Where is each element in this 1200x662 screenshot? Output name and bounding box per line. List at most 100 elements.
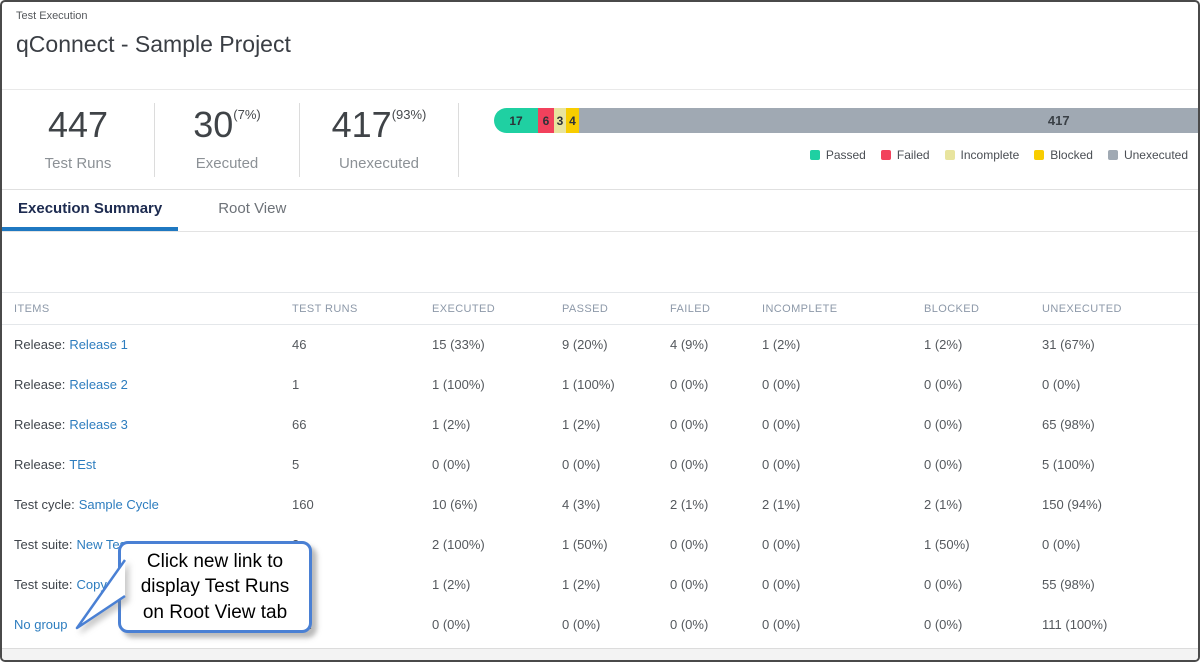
cell-incomplete: 0 (0%)	[762, 537, 801, 552]
item-link-release-3[interactable]: Release 3	[69, 417, 128, 432]
cell-test-runs: 46	[292, 337, 307, 353]
bar-segment-label: 17	[509, 113, 523, 128]
cell-unexecuted: 0 (0%)	[1042, 537, 1081, 552]
cell-passed: 4 (3%)	[562, 497, 601, 512]
table-row: Test cycle: Sample Cycle 160 10 (6%) 4 (3…	[2, 485, 1198, 525]
legend-item-blocked: Blocked	[1034, 148, 1093, 162]
cell-unexecuted: 31 (67%)	[1042, 337, 1095, 353]
cell-failed: 0 (0%)	[670, 617, 709, 632]
stats-band: 447 Test Runs 30(7%) Executed 417(93%) U…	[2, 90, 1198, 190]
cell-incomplete: 0 (0%)	[762, 377, 801, 392]
cell-unexecuted: 55 (98%)	[1042, 577, 1095, 592]
cell-blocked: 0 (0%)	[924, 377, 963, 392]
stat-test-runs-number: 447	[47, 104, 109, 145]
cell-executed: 1 (2%)	[432, 577, 471, 592]
cell-test-runs: 66	[292, 417, 307, 432]
stat-unexecuted-number: 417	[331, 104, 392, 145]
item-type-label: Release:	[14, 377, 66, 392]
cell-unexecuted: 111 (100%)	[1042, 617, 1108, 632]
status-chart: 17 6 3 4 417 Passed Failed Incomplete Bl…	[459, 90, 1198, 189]
cell-incomplete: 2 (1%)	[762, 497, 801, 512]
cell-incomplete: 1 (2%)	[762, 337, 801, 353]
table-header-row: ITEMS TEST RUNS EXECUTED PASSED FAILED I…	[2, 292, 1198, 325]
item-link-copy-suite[interactable]: Copy	[76, 577, 107, 592]
legend-label: Incomplete	[960, 148, 1020, 162]
failed-swatch-icon	[880, 150, 891, 160]
cell-unexecuted: 150 (94%)	[1042, 497, 1102, 512]
legend-label: Unexecuted	[1123, 148, 1188, 162]
bar-segment-incomplete: 3	[554, 108, 566, 133]
cell-passed: 0 (0%)	[562, 617, 601, 632]
cell-blocked: 0 (0%)	[924, 577, 963, 592]
cell-failed: 0 (0%)	[670, 457, 709, 472]
col-header-items: ITEMS	[2, 292, 292, 325]
tab-bar: Execution Summary Root View	[2, 190, 1198, 232]
legend-item-passed: Passed	[809, 148, 866, 162]
stat-test-runs-label: Test Runs	[44, 155, 112, 172]
cell-failed: 0 (0%)	[670, 537, 709, 552]
cell-incomplete: 0 (0%)	[762, 457, 801, 472]
blocked-swatch-icon	[1034, 150, 1045, 160]
cell-failed: 4 (9%)	[670, 337, 709, 353]
item-link-release-1[interactable]: Release 1	[69, 337, 128, 353]
bar-segment-label: 6	[542, 113, 550, 128]
stacked-status-bar: 17 6 3 4 417	[494, 108, 1198, 133]
cell-executed: 1 (2%)	[432, 417, 471, 432]
cell-blocked: 2 (1%)	[924, 497, 963, 512]
cell-test-runs: 2	[292, 525, 432, 565]
legend-label: Passed	[825, 148, 866, 162]
bar-segment-label: 3	[556, 113, 564, 128]
bar-segment-blocked: 4	[566, 108, 579, 133]
item-type-label: Test suite:	[14, 537, 73, 552]
stat-executed: 30(7%) Executed	[155, 90, 299, 189]
cell-executed: 1 (100%)	[432, 377, 485, 392]
legend-item-incomplete: Incomplete	[944, 148, 1020, 162]
item-type-label: Test cycle:	[14, 497, 75, 512]
tab-root-view[interactable]: Root View	[218, 200, 287, 217]
cell-executed: 0 (0%)	[432, 457, 471, 472]
cell-test-runs: 56	[292, 565, 432, 605]
execution-summary-table: ITEMS TEST RUNS EXECUTED PASSED FAILED I…	[2, 292, 1198, 645]
page-title: qConnect - Sample Project	[16, 31, 291, 57]
cell-executed: 0 (0%)	[432, 617, 471, 632]
cell-test-runs: 1	[292, 377, 300, 392]
execution-summary-panel: ITEMS TEST RUNS EXECUTED PASSED FAILED I…	[2, 232, 1198, 645]
table-row: Release: Release 3 66 1 (2%) 1 (2%) 0 (0%…	[2, 405, 1198, 445]
col-header-failed: FAILED	[670, 292, 762, 325]
bar-segment-label: 417	[1047, 112, 1070, 128]
col-header-blocked: BLOCKED	[924, 292, 1042, 325]
cell-passed: 9 (20%)	[562, 337, 608, 353]
col-header-passed: PASSED	[562, 292, 670, 325]
table-row: Test suite:Copy 56 1 (2%) 1 (2%) 0 (0%) …	[2, 565, 1198, 605]
legend-label: Blocked	[1050, 148, 1093, 162]
page-header: Test Execution qConnect - Sample Project	[2, 2, 1198, 90]
legend-item-unexecuted: Unexecuted	[1107, 148, 1188, 162]
item-type-label: Release:	[14, 457, 66, 472]
bar-segment-passed: 17	[494, 108, 538, 133]
cell-failed: 0 (0%)	[670, 577, 709, 592]
cell-incomplete: 0 (0%)	[762, 617, 801, 632]
cell-passed: 1 (100%)	[562, 377, 615, 392]
bar-segment-failed: 6	[538, 108, 554, 133]
cell-passed: 1 (50%)	[562, 537, 608, 552]
item-type-label: Test suite:	[14, 577, 73, 592]
cell-failed: 0 (0%)	[670, 377, 709, 392]
item-link-new-test-suite[interactable]: New Tes	[76, 537, 127, 552]
stat-executed-value: 30(7%)	[193, 107, 261, 143]
item-link-sample-cycle[interactable]: Sample Cycle	[78, 497, 159, 512]
col-header-incomplete: INCOMPLETE	[762, 292, 924, 325]
cell-failed: 0 (0%)	[670, 417, 709, 432]
breadcrumb: Test Execution	[16, 10, 88, 22]
tab-execution-summary[interactable]: Execution Summary	[2, 190, 179, 231]
col-header-unexecuted: UNEXECUTED	[1042, 292, 1198, 325]
item-link-no-group[interactable]: No group	[14, 617, 68, 632]
stat-unexecuted-value: 417(93%)	[332, 107, 427, 143]
item-link-test[interactable]: TEst	[69, 457, 97, 472]
item-link-release-2[interactable]: Release 2	[69, 377, 128, 392]
item-type-label: Release:	[14, 337, 66, 353]
cell-blocked: 0 (0%)	[924, 417, 963, 432]
item-type-label: Release:	[14, 417, 66, 432]
cell-incomplete: 0 (0%)	[762, 417, 801, 432]
stat-test-runs: 447 Test Runs	[2, 90, 154, 189]
